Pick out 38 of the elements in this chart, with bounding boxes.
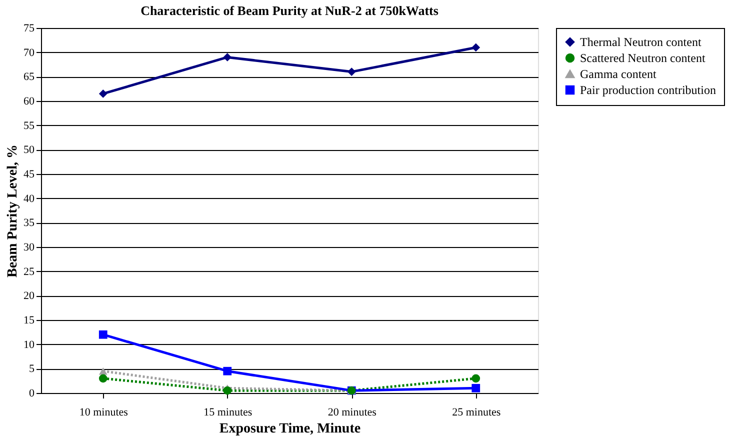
y-tick-label: 0	[29, 388, 35, 400]
y-tick-label: 65	[24, 71, 35, 84]
point	[347, 68, 356, 76]
y-tick-label: 5	[29, 363, 35, 376]
legend-label: Scattered Neutron content	[580, 51, 706, 65]
x-tick-label: 15 minutes	[204, 406, 252, 418]
x-axis-title: Exposure Time, Minute	[219, 422, 361, 436]
y-axis-title: Beam Purity Level, %	[6, 144, 20, 278]
y-tick-label: 75	[24, 22, 35, 34]
x-tick-label: 10 minutes	[79, 406, 128, 418]
y-tick-label: 25	[24, 266, 35, 278]
y-tick-label: 45	[24, 168, 35, 180]
y-tick-label: 20	[24, 290, 35, 302]
y-tick-label: 70	[24, 46, 35, 59]
y-tick-label: 10	[24, 338, 35, 351]
point	[98, 330, 108, 339]
legend-label: Pair production contribution	[580, 83, 716, 97]
point	[223, 386, 232, 395]
y-tick-label: 55	[24, 120, 35, 132]
x-tick-label: 20 minutes	[328, 406, 376, 418]
y-tick-label: 60	[24, 96, 35, 108]
y-tick-label: 35	[24, 217, 35, 230]
legend-label: Gamma content	[580, 67, 657, 81]
y-tick-label: 30	[24, 242, 35, 254]
x-tick-label: 25 minutes	[452, 406, 501, 418]
chart-title: Characteristic of Beam Purity at NuR-2 at 750kWatts	[140, 3, 438, 18]
y-tick-label: 40	[24, 192, 35, 205]
point	[98, 374, 108, 383]
point	[98, 90, 108, 98]
point	[472, 384, 480, 392]
legend-label: Thermal Neutron content	[580, 35, 702, 49]
point	[472, 43, 480, 52]
y-tick-label: 50	[24, 144, 35, 156]
y-tick-label: 15	[24, 314, 35, 326]
point	[472, 374, 480, 383]
point	[223, 53, 232, 62]
point	[223, 366, 232, 376]
point	[98, 367, 108, 375]
